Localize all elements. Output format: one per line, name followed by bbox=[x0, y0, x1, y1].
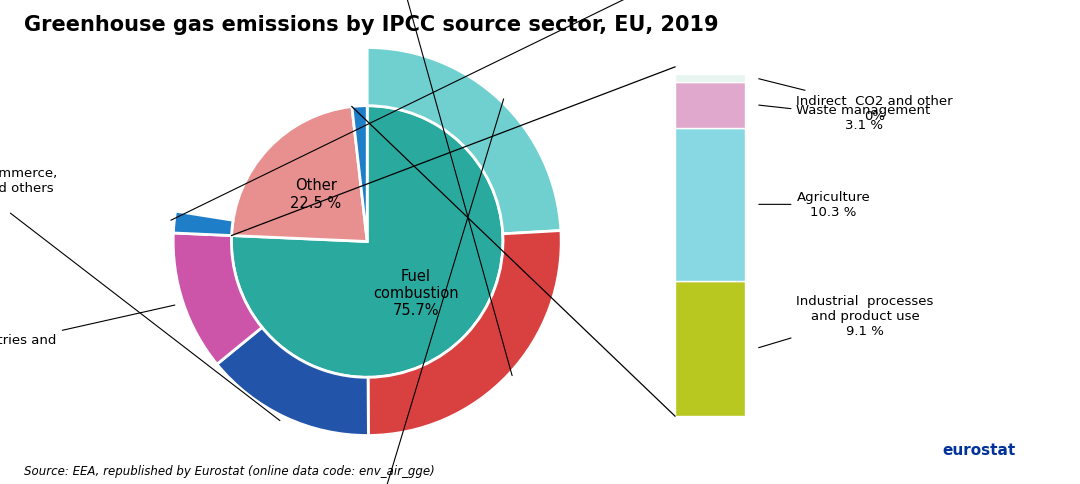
Text: Waste management
3.1 %: Waste management 3.1 % bbox=[759, 104, 931, 132]
Bar bbox=[675, 75, 745, 83]
Wedge shape bbox=[352, 106, 367, 242]
Text: Fuels - fugitive emissions
1.8 %: Fuels - fugitive emissions 1.8 % bbox=[171, 0, 748, 221]
Wedge shape bbox=[176, 48, 367, 221]
Text: eurostat: eurostat bbox=[942, 442, 1015, 457]
Text: Industrial  processes
and product use
9.1 %: Industrial processes and product use 9.1… bbox=[758, 295, 934, 348]
Wedge shape bbox=[174, 212, 233, 236]
Wedge shape bbox=[231, 106, 503, 378]
Wedge shape bbox=[367, 48, 561, 234]
Wedge shape bbox=[173, 233, 262, 364]
Text: Transport (including
international aviation)
25.8 %: Transport (including international aviat… bbox=[312, 0, 512, 376]
Text: Source: EEA, republished by Eurostat (online data code: env_air_gge): Source: EEA, republished by Eurostat (on… bbox=[24, 464, 434, 477]
Text: Indirect  CO2 and other
0%: Indirect CO2 and other 0% bbox=[758, 79, 954, 122]
Text: Households, commerce,
institutions, and others
14.2 %: Households, commerce, institutions, and … bbox=[0, 166, 280, 421]
Bar bbox=[675, 281, 745, 416]
Text: Agriculture
10.3 %: Agriculture 10.3 % bbox=[759, 191, 870, 219]
Bar bbox=[675, 83, 745, 129]
Wedge shape bbox=[217, 328, 368, 436]
Text: Other
22.5 %: Other 22.5 % bbox=[291, 178, 341, 210]
Wedge shape bbox=[231, 107, 367, 242]
Text: Energy industries
24.1 %: Energy industries 24.1 % bbox=[309, 100, 503, 484]
Text: Manufacturing  industries and
construction
11.6 %: Manufacturing industries and constructio… bbox=[0, 305, 175, 376]
Wedge shape bbox=[368, 231, 562, 436]
Text: Greenhouse gas emissions by IPCC source sector, EU, 2019: Greenhouse gas emissions by IPCC source … bbox=[24, 15, 718, 34]
Bar bbox=[675, 129, 745, 281]
Text: Fuel
combustion
75.7%: Fuel combustion 75.7% bbox=[374, 268, 459, 318]
